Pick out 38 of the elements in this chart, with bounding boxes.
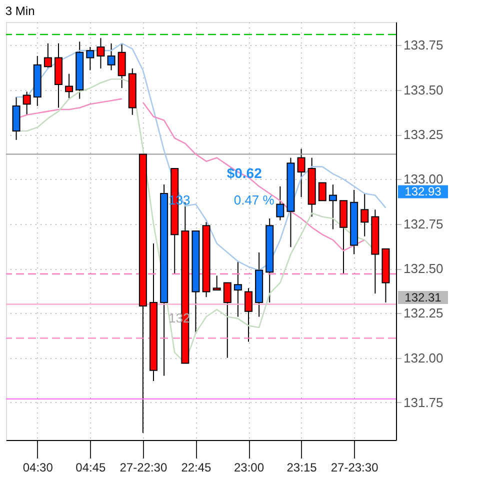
- x-tick-label: 04:30: [22, 460, 54, 474]
- candlestick: [107, 42, 116, 71]
- y-tick-label: 133.75: [404, 38, 444, 53]
- candlestick: [96, 38, 105, 69]
- candlestick: [276, 186, 284, 221]
- x-tick-label: 23:15: [286, 460, 318, 474]
- y-tick-label: 131.75: [404, 394, 444, 410]
- candlestick: [65, 73, 74, 100]
- x-tick-label: 23:00: [234, 460, 264, 474]
- y-tick-label: 132.75: [404, 216, 444, 232]
- chart-title: 3 Min: [5, 4, 35, 18]
- candlestick: [244, 288, 252, 342]
- candlestick: [318, 182, 326, 202]
- x-tick-label: 22:45: [181, 460, 212, 474]
- y-tick-label: 132.00: [404, 350, 444, 366]
- candlestick: [118, 42, 126, 89]
- candlestick: [297, 148, 306, 198]
- y-tick-label: 133.25: [404, 127, 444, 142]
- candlestick: [22, 91, 31, 116]
- candlestick: [234, 260, 242, 318]
- x-tick-label: 04:45: [76, 460, 106, 474]
- candlestick: [44, 42, 52, 69]
- y-tick-label: 132.50: [404, 261, 444, 276]
- candlestick: [212, 275, 221, 290]
- text: 132.31: [404, 290, 442, 304]
- x-tick-label: 27-23:30: [330, 460, 379, 474]
- candlestick: [360, 192, 369, 237]
- y-tick-label: 132.25: [404, 306, 444, 321]
- candlestick: [86, 46, 94, 71]
- x-tick-label: 27-22:30: [120, 460, 168, 474]
- candlestick: [328, 184, 337, 230]
- annotation: 0.47 %: [234, 192, 275, 208]
- annotation: $0.62: [226, 164, 262, 181]
- y-tick-label: 133.00: [404, 172, 444, 187]
- y-tick-label: 133.50: [404, 82, 444, 98]
- text: 132.93: [404, 184, 442, 199]
- candlestick: [223, 282, 232, 358]
- line-series: [16, 42, 386, 271]
